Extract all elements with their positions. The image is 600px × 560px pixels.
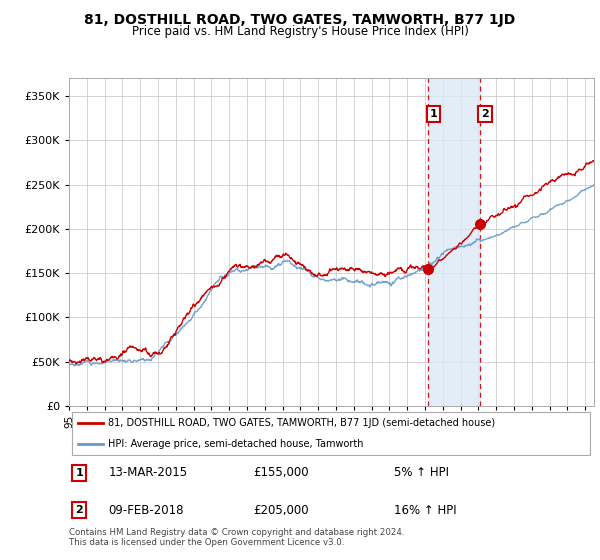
Text: 81, DOSTHILL ROAD, TWO GATES, TAMWORTH, B77 1JD (semi-detached house): 81, DOSTHILL ROAD, TWO GATES, TAMWORTH, … — [109, 418, 496, 428]
Text: 2: 2 — [76, 505, 83, 515]
Text: 2: 2 — [481, 109, 489, 119]
Text: 13-MAR-2015: 13-MAR-2015 — [109, 466, 187, 479]
Text: 5% ↑ HPI: 5% ↑ HPI — [395, 466, 449, 479]
Text: 1: 1 — [430, 109, 437, 119]
Text: 81, DOSTHILL ROAD, TWO GATES, TAMWORTH, B77 1JD: 81, DOSTHILL ROAD, TWO GATES, TAMWORTH, … — [85, 13, 515, 27]
Text: 16% ↑ HPI: 16% ↑ HPI — [395, 503, 457, 516]
Text: HPI: Average price, semi-detached house, Tamworth: HPI: Average price, semi-detached house,… — [109, 439, 364, 449]
Text: 1: 1 — [76, 468, 83, 478]
Text: Price paid vs. HM Land Registry's House Price Index (HPI): Price paid vs. HM Land Registry's House … — [131, 25, 469, 38]
Text: £155,000: £155,000 — [253, 466, 308, 479]
Bar — [428, 78, 480, 406]
Text: £205,000: £205,000 — [253, 503, 308, 516]
FancyBboxPatch shape — [71, 412, 590, 455]
Text: 09-FEB-2018: 09-FEB-2018 — [109, 503, 184, 516]
Text: Contains HM Land Registry data © Crown copyright and database right 2024.
This d: Contains HM Land Registry data © Crown c… — [69, 528, 404, 547]
